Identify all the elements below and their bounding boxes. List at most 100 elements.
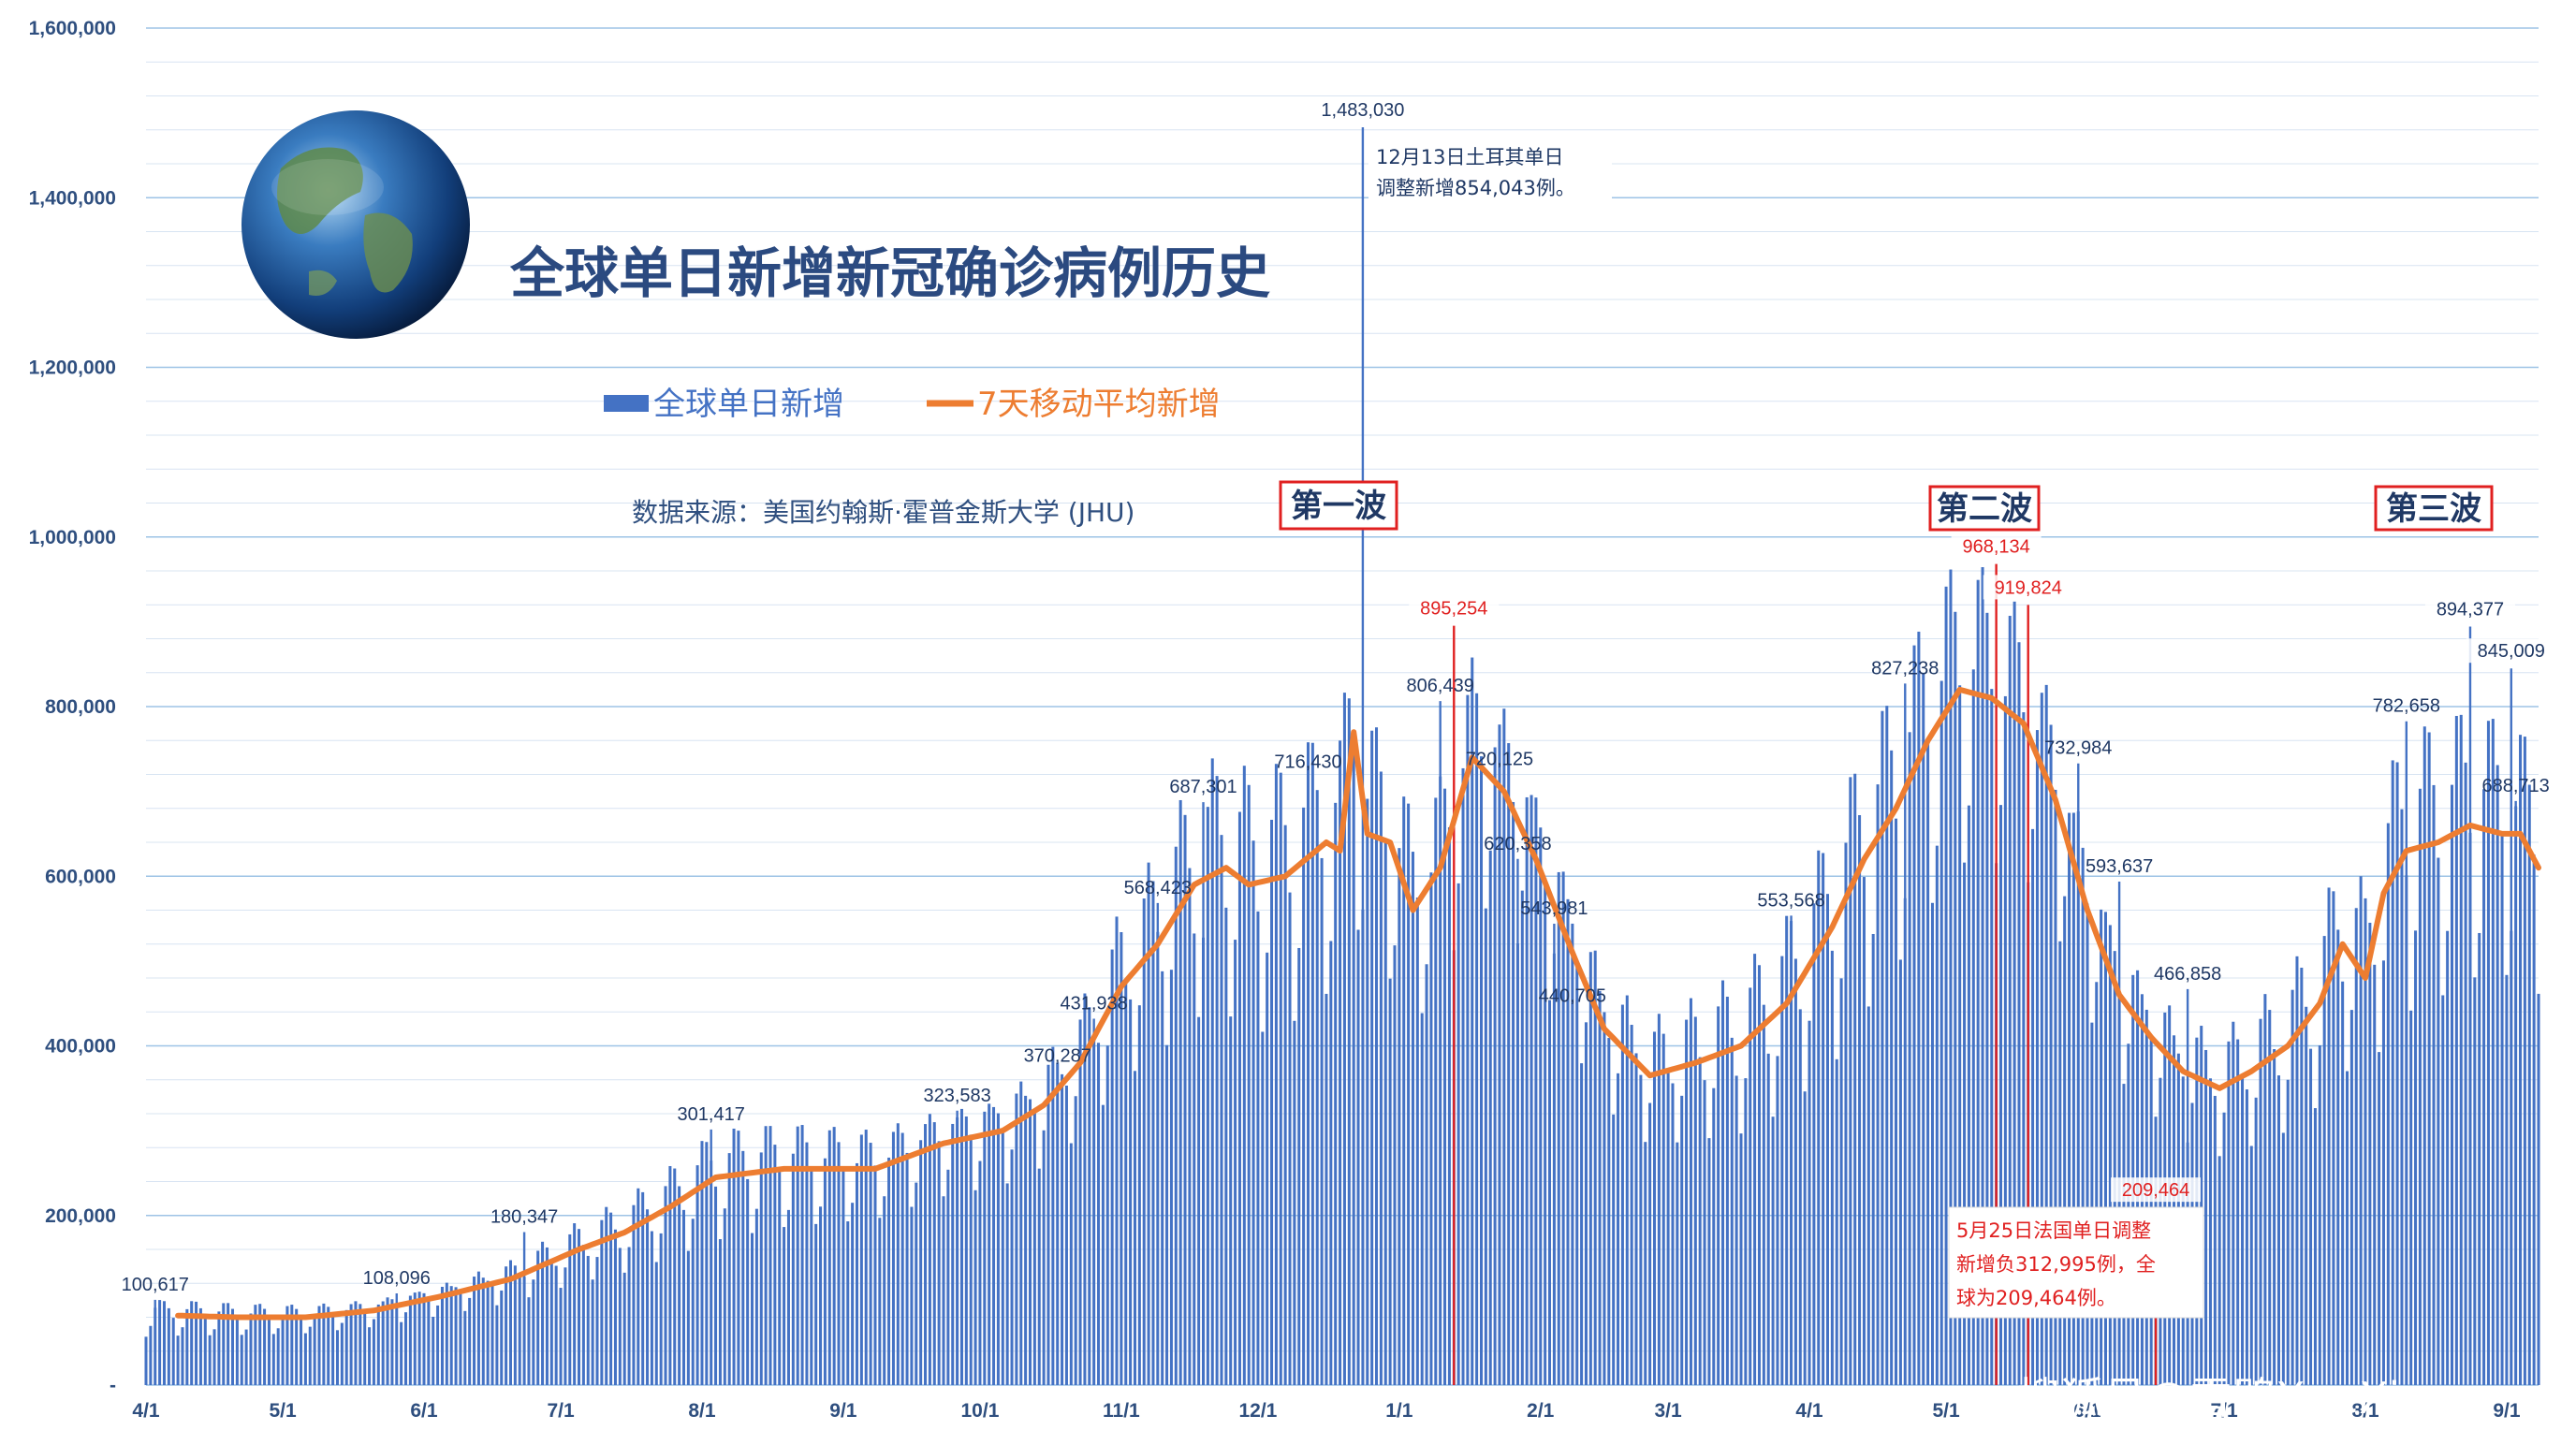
daily-bar bbox=[295, 1308, 299, 1385]
data-label-background bbox=[2424, 596, 2515, 621]
daily-bar bbox=[646, 1209, 650, 1385]
daily-bar bbox=[2381, 960, 2385, 1385]
x-tick-label: 2/1 bbox=[1527, 1400, 1555, 1422]
daily-bar bbox=[1161, 971, 1164, 1385]
daily-bar bbox=[964, 1116, 968, 1385]
daily-bar bbox=[1015, 1093, 1018, 1385]
daily-bar bbox=[1976, 579, 1980, 1385]
daily-bar bbox=[1766, 1053, 1770, 1385]
daily-bar bbox=[285, 1306, 289, 1385]
daily-bar bbox=[778, 1172, 782, 1385]
daily-bar bbox=[2213, 1095, 2217, 1385]
daily-bar bbox=[600, 1219, 604, 1385]
daily-bar bbox=[915, 1182, 918, 1385]
daily-bar bbox=[1375, 727, 1379, 1385]
daily-bar bbox=[632, 1204, 636, 1385]
daily-bar bbox=[1607, 1038, 1611, 1385]
daily-bar bbox=[924, 1124, 928, 1385]
daily-bar bbox=[1557, 871, 1560, 1385]
daily-bar bbox=[2395, 762, 2399, 1385]
data-label: 806,439 bbox=[1407, 676, 1474, 696]
daily-bar bbox=[1005, 1183, 1009, 1385]
daily-bar bbox=[568, 1233, 572, 1385]
daily-bar bbox=[2295, 956, 2299, 1385]
daily-bar bbox=[2341, 981, 2345, 1385]
daily-bar bbox=[2003, 695, 2007, 1385]
daily-bar bbox=[1998, 805, 2003, 1385]
daily-bar bbox=[1858, 814, 1862, 1385]
daily-bar bbox=[2459, 714, 2463, 1385]
daily-bar bbox=[2327, 887, 2331, 1385]
daily-bar bbox=[2031, 828, 2035, 1385]
daily-bar bbox=[481, 1277, 485, 1385]
daily-bar bbox=[1730, 1037, 1734, 1385]
daily-bar bbox=[1785, 915, 1789, 1385]
daily-bar bbox=[2040, 693, 2043, 1385]
daily-bar bbox=[1661, 1033, 1665, 1385]
daily-bar bbox=[2286, 1079, 2290, 1385]
daily-bar bbox=[714, 1186, 718, 1385]
daily-bar bbox=[942, 1196, 945, 1385]
daily-bar bbox=[1881, 710, 1884, 1385]
daily-bar bbox=[613, 1229, 617, 1385]
x-tick-label: 5/1 bbox=[1932, 1400, 1960, 1422]
daily-bar bbox=[490, 1285, 494, 1385]
data-label-background bbox=[1951, 533, 2042, 559]
daily-bar bbox=[1383, 839, 1387, 1385]
daily-bar bbox=[1544, 878, 1547, 1385]
daily-bar bbox=[473, 1277, 476, 1385]
daily-bar bbox=[842, 1166, 845, 1385]
daily-bar bbox=[1898, 959, 1902, 1385]
daily-bar bbox=[1507, 743, 1511, 1385]
daily-bar bbox=[1817, 850, 1821, 1385]
daily-bar bbox=[290, 1305, 294, 1385]
daily-bar bbox=[951, 1123, 955, 1385]
daily-bar bbox=[2491, 719, 2495, 1385]
daily-bar bbox=[878, 1218, 882, 1385]
daily-bar bbox=[1703, 1080, 1706, 1385]
annotation-turkey-line-2: 调整新增854,043例。 bbox=[1376, 177, 1575, 199]
daily-bar bbox=[1115, 916, 1119, 1385]
chart-title: 全球单日新增新冠确诊病例历史 bbox=[509, 241, 1270, 305]
daily-bar bbox=[2322, 936, 2326, 1385]
daily-bar bbox=[422, 1292, 426, 1385]
x-axis-ticks: 4/1 5/1 6/1 7/1 8/1 9/1 10/1 11/1 12/1 1/1 2/1 3/1 4… bbox=[132, 1400, 2520, 1422]
daily-bar bbox=[1325, 993, 1328, 1385]
daily-bar bbox=[969, 1134, 973, 1385]
daily-bar bbox=[1575, 963, 1579, 1385]
data-label: 440,705 bbox=[1539, 986, 1606, 1007]
daily-bar bbox=[1183, 814, 1187, 1385]
daily-bar bbox=[2113, 951, 2116, 1385]
daily-bar bbox=[591, 1279, 594, 1385]
daily-bar bbox=[1270, 819, 1274, 1385]
daily-bar bbox=[1584, 1022, 1588, 1385]
daily-bar bbox=[1725, 996, 1729, 1385]
daily-bar bbox=[1839, 978, 1843, 1385]
daily-bar bbox=[1603, 1012, 1606, 1385]
daily-bar bbox=[1279, 772, 1282, 1385]
daily-bar bbox=[1593, 950, 1597, 1385]
daily-bar bbox=[746, 1178, 750, 1385]
daily-bar bbox=[1051, 1046, 1055, 1385]
daily-bar bbox=[1352, 737, 1355, 1385]
daily-bar bbox=[1165, 1044, 1169, 1385]
daily-bar bbox=[1151, 881, 1155, 1385]
data-label: 431,938 bbox=[1061, 994, 1128, 1014]
daily-bar bbox=[1415, 898, 1419, 1385]
daily-bar bbox=[327, 1306, 330, 1385]
daily-bar bbox=[1370, 730, 1374, 1385]
daily-bar bbox=[2058, 941, 2062, 1385]
daily-bar bbox=[2482, 789, 2486, 1385]
daily-bar bbox=[992, 1106, 996, 1385]
daily-bar bbox=[1133, 1071, 1136, 1385]
daily-bar bbox=[2081, 847, 2085, 1385]
daily-bar bbox=[2523, 737, 2526, 1385]
daily-bar bbox=[190, 1301, 194, 1385]
daily-bar bbox=[718, 1239, 722, 1385]
daily-bar bbox=[1657, 1014, 1661, 1385]
daily-bar bbox=[158, 1300, 162, 1385]
spike-label: 895,254 bbox=[1420, 599, 1487, 620]
daily-bar bbox=[1835, 1058, 1838, 1385]
daily-bar bbox=[2346, 1071, 2349, 1385]
daily-bar bbox=[668, 1165, 672, 1385]
